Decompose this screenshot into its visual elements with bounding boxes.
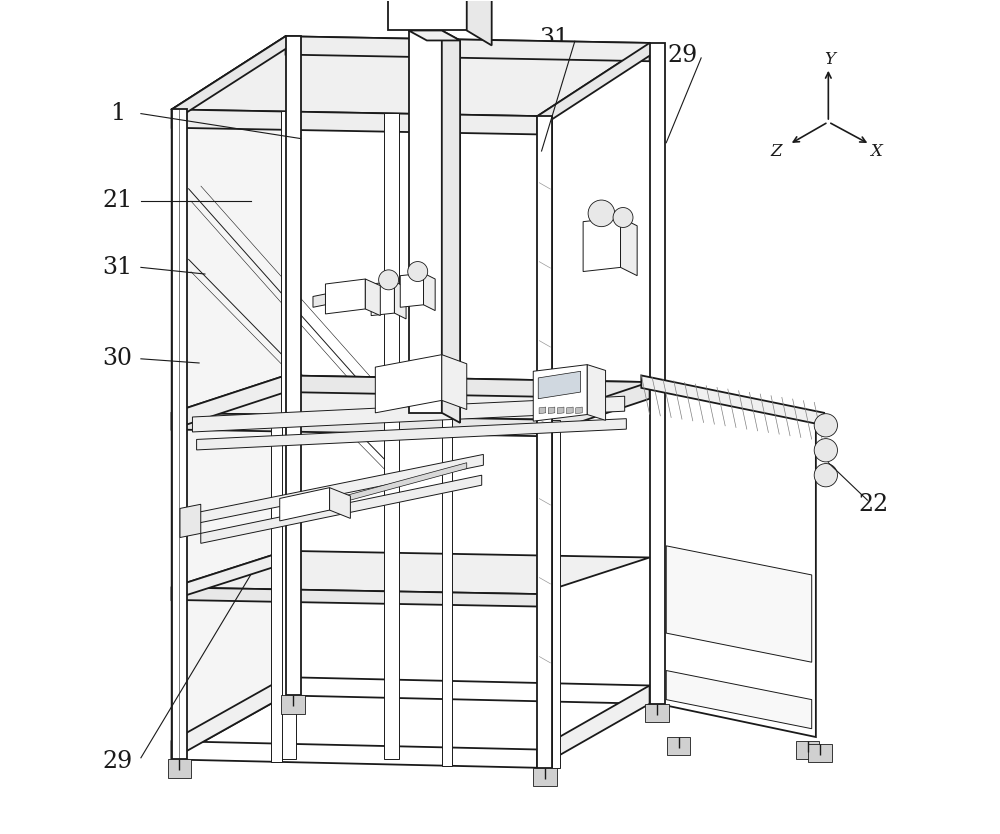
Polygon shape xyxy=(587,364,606,420)
Polygon shape xyxy=(168,760,191,778)
Polygon shape xyxy=(548,407,555,414)
Polygon shape xyxy=(172,550,650,594)
Polygon shape xyxy=(330,488,350,519)
Polygon shape xyxy=(537,686,650,768)
Polygon shape xyxy=(650,43,665,704)
Polygon shape xyxy=(197,419,626,450)
Text: 22: 22 xyxy=(859,493,889,515)
Polygon shape xyxy=(550,420,560,768)
Polygon shape xyxy=(442,31,460,423)
Polygon shape xyxy=(172,413,537,436)
Polygon shape xyxy=(281,696,305,714)
Polygon shape xyxy=(172,37,294,117)
Polygon shape xyxy=(667,737,690,756)
Text: 31: 31 xyxy=(539,28,569,50)
Polygon shape xyxy=(192,396,625,432)
Text: 30: 30 xyxy=(103,347,133,370)
Text: 1: 1 xyxy=(110,102,125,125)
Circle shape xyxy=(408,262,428,282)
Polygon shape xyxy=(172,37,650,116)
Polygon shape xyxy=(286,677,650,704)
Polygon shape xyxy=(537,43,658,123)
Polygon shape xyxy=(583,218,621,272)
Polygon shape xyxy=(280,488,330,521)
Polygon shape xyxy=(172,587,537,606)
Polygon shape xyxy=(537,382,650,436)
Polygon shape xyxy=(537,116,552,768)
Polygon shape xyxy=(796,741,819,760)
Circle shape xyxy=(814,464,837,487)
Circle shape xyxy=(814,439,837,462)
Polygon shape xyxy=(172,375,650,420)
Polygon shape xyxy=(409,31,442,413)
Polygon shape xyxy=(409,31,460,41)
Polygon shape xyxy=(172,677,286,760)
Polygon shape xyxy=(666,545,812,662)
Polygon shape xyxy=(539,407,546,414)
Text: Y: Y xyxy=(824,51,835,68)
Polygon shape xyxy=(197,455,483,524)
Polygon shape xyxy=(271,414,282,761)
Polygon shape xyxy=(666,671,812,729)
Polygon shape xyxy=(442,354,467,409)
Polygon shape xyxy=(538,371,581,399)
Circle shape xyxy=(379,270,399,290)
Polygon shape xyxy=(808,744,832,762)
Polygon shape xyxy=(424,274,435,310)
Polygon shape xyxy=(658,388,816,737)
Polygon shape xyxy=(313,294,325,307)
Polygon shape xyxy=(180,505,201,538)
Circle shape xyxy=(814,414,837,437)
Polygon shape xyxy=(325,279,365,314)
Polygon shape xyxy=(537,116,552,768)
Polygon shape xyxy=(400,274,424,307)
Polygon shape xyxy=(641,375,824,425)
Circle shape xyxy=(588,200,615,227)
Polygon shape xyxy=(645,704,669,722)
Polygon shape xyxy=(172,741,537,768)
Polygon shape xyxy=(172,109,537,134)
Polygon shape xyxy=(533,364,587,421)
Polygon shape xyxy=(375,354,442,413)
Polygon shape xyxy=(384,113,399,760)
Polygon shape xyxy=(172,550,286,600)
Polygon shape xyxy=(281,112,296,760)
Polygon shape xyxy=(371,282,394,315)
Text: 31: 31 xyxy=(103,256,133,279)
Circle shape xyxy=(613,208,633,228)
Polygon shape xyxy=(394,282,406,319)
Text: 21: 21 xyxy=(103,189,133,213)
Polygon shape xyxy=(286,37,650,61)
Polygon shape xyxy=(621,218,637,276)
Polygon shape xyxy=(533,768,557,786)
Polygon shape xyxy=(576,407,582,414)
Text: 29: 29 xyxy=(668,44,698,67)
Text: Z: Z xyxy=(770,143,782,159)
Polygon shape xyxy=(365,279,380,315)
Polygon shape xyxy=(557,407,564,414)
Polygon shape xyxy=(566,407,573,414)
Polygon shape xyxy=(467,0,492,45)
Polygon shape xyxy=(201,475,482,543)
Polygon shape xyxy=(292,463,467,516)
Polygon shape xyxy=(172,109,187,760)
Polygon shape xyxy=(442,418,452,766)
Polygon shape xyxy=(388,0,467,31)
Polygon shape xyxy=(286,37,301,696)
Polygon shape xyxy=(286,375,650,399)
Polygon shape xyxy=(172,375,286,430)
Text: 29: 29 xyxy=(103,751,133,773)
Polygon shape xyxy=(172,37,286,760)
Text: X: X xyxy=(870,143,882,159)
